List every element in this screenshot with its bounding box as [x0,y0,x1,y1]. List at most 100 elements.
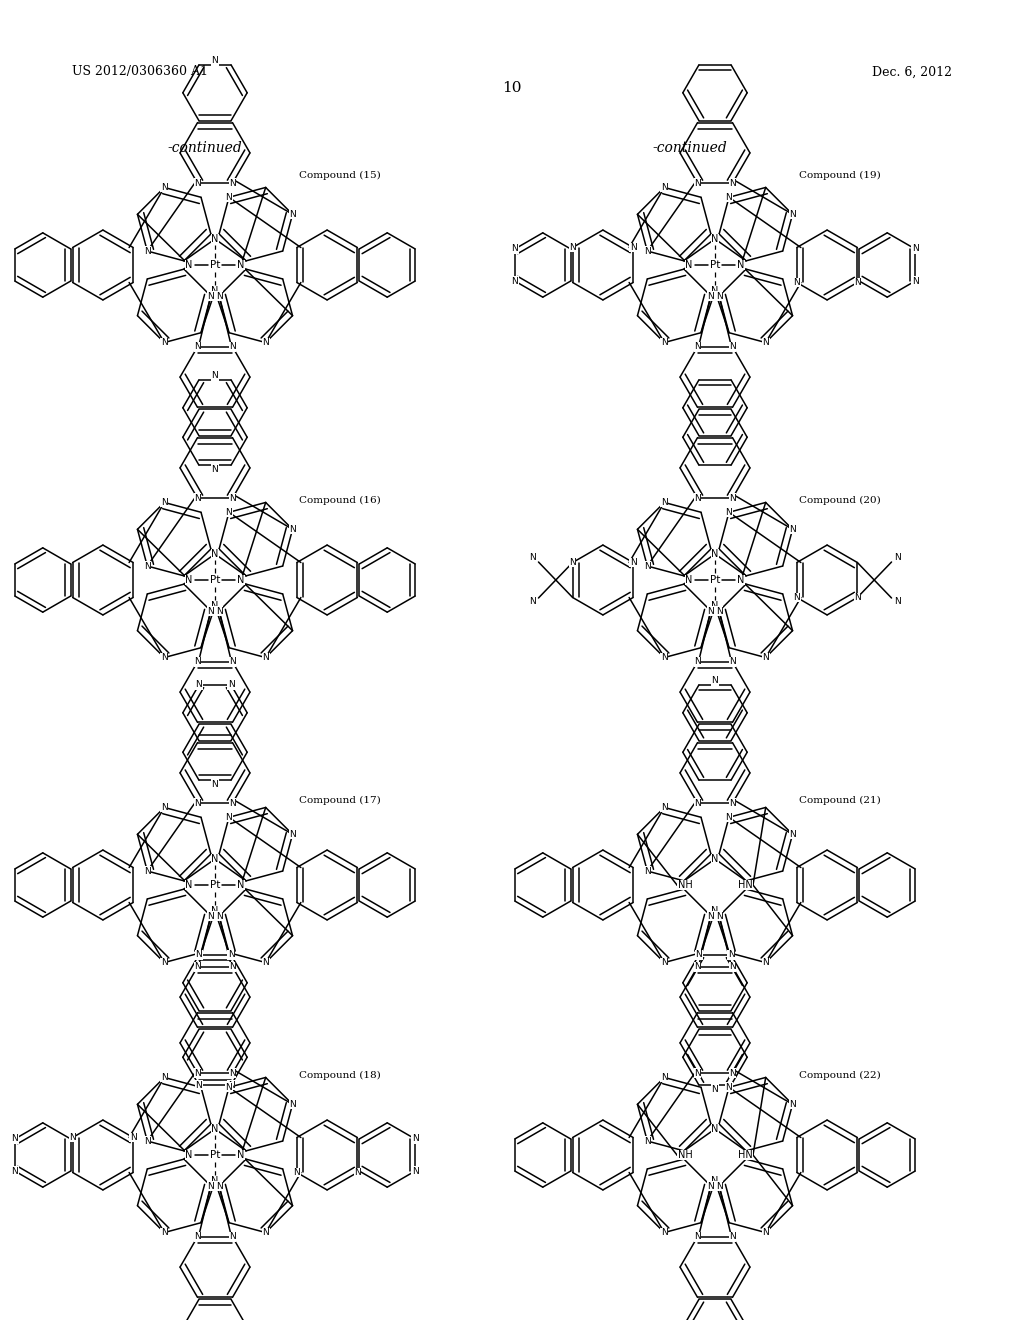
Text: N: N [762,958,769,968]
Text: N: N [227,950,234,960]
Text: N: N [726,508,732,517]
Text: N: N [294,1168,300,1177]
Text: N: N [144,561,151,570]
Text: Dec. 6, 2012: Dec. 6, 2012 [872,66,952,78]
Text: N: N [216,606,222,615]
Text: N: N [212,57,218,65]
Text: Pt: Pt [210,880,220,890]
Text: N: N [660,1073,668,1082]
Text: N: N [694,799,700,808]
Text: N: N [238,576,245,585]
Text: N: N [161,1073,168,1082]
Text: HN: HN [737,1150,753,1160]
Text: N: N [238,260,245,271]
Text: N: N [729,1069,736,1077]
Text: N: N [660,958,668,968]
Text: N: N [660,338,668,347]
Text: N: N [144,1137,151,1146]
Text: N: N [729,962,736,972]
Text: N: N [412,1167,419,1176]
Text: N: N [708,292,714,301]
Text: N: N [412,1134,419,1143]
Text: N: N [211,854,219,865]
Text: N: N [161,958,168,968]
Text: N: N [729,799,736,808]
Text: N: N [144,866,151,875]
Text: N: N [161,1228,168,1237]
Text: N: N [911,244,919,253]
Text: N: N [685,576,692,585]
Text: N: N [694,342,700,351]
Text: N: N [762,338,769,347]
Text: N: N [695,950,702,960]
Text: N: N [262,653,269,663]
Text: Pt: Pt [210,576,220,585]
Text: N: N [195,1233,201,1241]
Text: N: N [185,260,193,271]
Text: N: N [225,1082,232,1092]
Text: N: N [729,342,736,351]
Text: N: N [694,178,700,187]
Text: N: N [712,234,719,244]
Text: N: N [712,1125,719,1134]
Text: Compound (18): Compound (18) [299,1071,381,1080]
Text: N: N [225,813,232,822]
Text: N: N [694,1069,700,1077]
Text: N: N [762,1228,769,1237]
Text: N: N [11,1134,18,1143]
Text: Pt: Pt [710,260,720,271]
Text: N: N [712,906,719,916]
Text: N: N [216,292,222,301]
Text: N: N [712,601,719,611]
Text: Compound (17): Compound (17) [299,796,381,805]
Text: N: N [185,880,193,890]
Text: N: N [660,498,668,507]
Text: N: N [161,498,168,507]
Text: N: N [737,576,744,585]
Text: N: N [694,494,700,503]
Text: N: N [195,962,201,972]
Text: NH: NH [678,880,692,890]
Text: N: N [211,234,219,244]
Text: N: N [708,912,714,920]
Text: N: N [790,830,796,838]
Text: N: N [712,286,719,296]
Text: N: N [229,1069,236,1077]
Text: N: N [529,553,536,562]
Text: N: N [569,243,575,252]
Text: N: N [161,183,168,191]
Text: N: N [660,183,668,191]
Text: N: N [229,178,236,187]
Text: N: N [130,1133,136,1142]
Text: N: N [630,243,637,252]
Text: N: N [196,680,203,689]
Text: N: N [354,1168,360,1177]
Text: N: N [144,247,151,256]
Text: N: N [716,912,723,920]
Text: Compound (15): Compound (15) [299,170,381,180]
Text: N: N [644,561,650,570]
Text: N: N [262,338,269,347]
Text: N: N [529,598,536,606]
Text: N: N [208,606,214,615]
Text: N: N [737,260,744,271]
Text: N: N [211,906,219,916]
Text: N: N [762,653,769,663]
Text: N: N [512,244,518,253]
Text: N: N [854,593,861,602]
Text: N: N [196,1081,203,1089]
Text: N: N [660,653,668,663]
Text: -continued: -continued [652,141,727,154]
Text: N: N [216,1181,222,1191]
Text: Compound (16): Compound (16) [299,495,381,504]
Text: N: N [262,1228,269,1237]
Text: N: N [694,657,700,667]
Text: NH: NH [678,1150,692,1160]
Text: Pt: Pt [210,260,220,271]
Text: N: N [644,1137,650,1146]
Text: US 2012/0306360 A1: US 2012/0306360 A1 [72,66,208,78]
Text: N: N [225,508,232,517]
Text: Compound (22): Compound (22) [799,1071,881,1080]
Text: N: N [289,210,296,219]
Text: N: N [229,962,236,972]
